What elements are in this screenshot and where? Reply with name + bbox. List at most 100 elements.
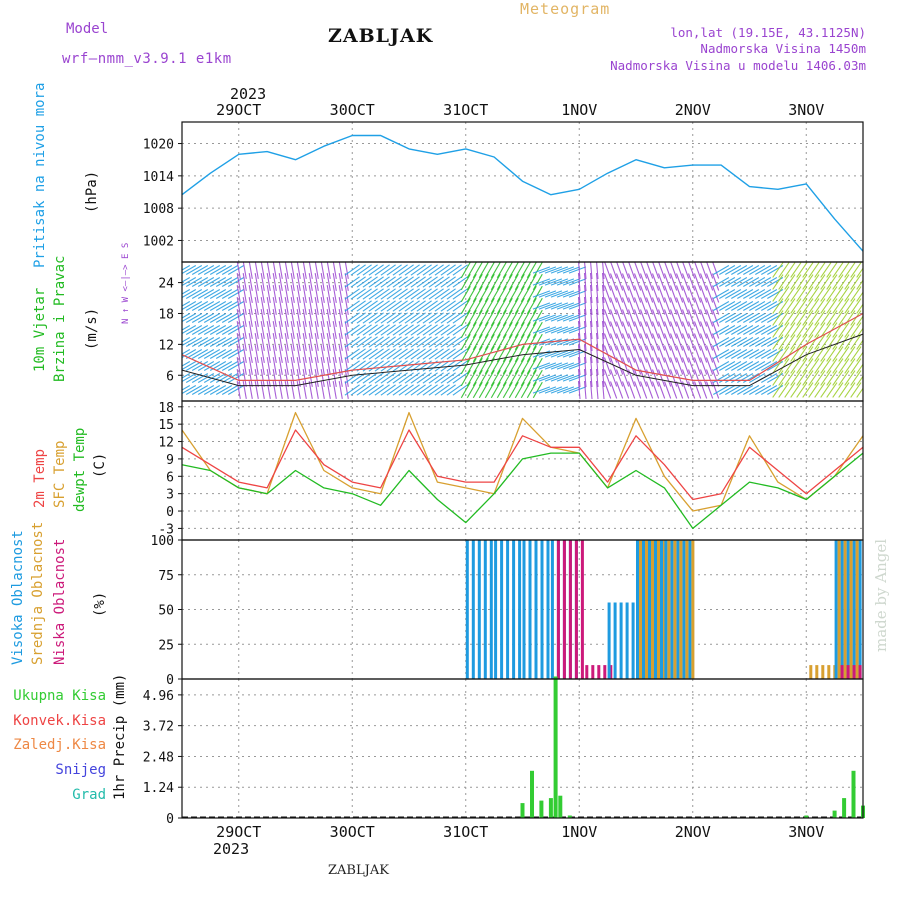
wind-barb-6 xyxy=(705,309,714,327)
wind-barb-7 xyxy=(737,337,754,347)
cloud-bar-1-10 xyxy=(855,540,859,679)
precip-unit: 1hr Precip (mm) xyxy=(112,674,128,800)
wind-barb-8 xyxy=(820,382,832,398)
wind-barb-2 xyxy=(398,348,414,360)
wind-barb-6 xyxy=(669,345,678,363)
wind-barb-4 xyxy=(544,350,563,358)
wind-barb-3 xyxy=(520,369,531,387)
wind-barb-8 xyxy=(814,346,826,362)
wind-barb-6 xyxy=(705,297,714,315)
wind-barb-2 xyxy=(428,288,444,300)
pressure-label: Pritisak na nivou mora xyxy=(32,83,48,268)
wind-barb-2 xyxy=(398,360,414,372)
wind-barb-5 xyxy=(589,308,593,328)
wind-barb-2 xyxy=(380,300,396,312)
wind-barb-0 xyxy=(227,265,245,275)
wind-barb-3 xyxy=(472,285,483,303)
wind-barb-3 xyxy=(484,345,495,363)
wind-barb-2 xyxy=(380,288,396,300)
wind-barb-2 xyxy=(416,336,432,348)
xtick-bottom-1: 30OCT xyxy=(330,823,375,841)
wind-barb-8 xyxy=(814,322,826,338)
wind-barb-6 xyxy=(651,309,660,327)
wind-barb-3 xyxy=(514,381,525,399)
wind-barb-4 xyxy=(568,266,587,274)
wind-barb-6 xyxy=(693,357,702,375)
wind-barb-5 xyxy=(595,368,599,388)
wind-barb-3 xyxy=(532,345,543,363)
wind-barb-2 xyxy=(404,372,420,384)
wind-barb-0 xyxy=(203,361,221,371)
wind-barb-6 xyxy=(711,369,720,387)
wind-barb-6 xyxy=(658,262,666,279)
wind-barb-7 xyxy=(719,361,736,371)
wind-barb-2 xyxy=(350,384,366,396)
wind-barb-6 xyxy=(633,285,642,303)
wind-barb-8 xyxy=(856,327,863,338)
wind-barb-6 xyxy=(627,309,636,327)
wind-barb-8 xyxy=(790,310,802,326)
wind-barb-8 xyxy=(802,358,814,374)
wind-barb-1 xyxy=(248,345,253,363)
wind-barb-8 xyxy=(844,262,856,278)
wind-barb-3 xyxy=(508,321,519,339)
wind-barb-2 xyxy=(386,336,402,348)
wind-barb-6 xyxy=(627,381,636,399)
wind-barb-6 xyxy=(639,285,648,303)
wind-barb-8 xyxy=(844,334,856,350)
wind-barb-6 xyxy=(663,297,672,315)
wind-barb-3 xyxy=(502,369,513,387)
wind-barb-2 xyxy=(452,312,468,324)
wind-unit: (m/s) xyxy=(84,308,100,350)
wind-barb-1 xyxy=(308,285,313,303)
wind-barb-6 xyxy=(616,262,624,279)
wind-barb-3 xyxy=(502,262,513,279)
wind-barb-1 xyxy=(314,333,319,351)
wind-barb-0 xyxy=(227,349,245,359)
wind-barb-6 xyxy=(633,273,642,291)
wind-barb-8 xyxy=(838,334,850,350)
cloud-bar-0-6 xyxy=(660,540,663,679)
wind-barb-0 xyxy=(227,325,245,335)
cloud-bar-0-1 xyxy=(512,540,516,679)
wind-barb-3 xyxy=(502,309,513,327)
wind-barb-8 xyxy=(832,262,844,278)
wind-barb-8 xyxy=(856,303,863,314)
wind-barb-6 xyxy=(687,333,696,351)
wind-barb-1 xyxy=(284,262,289,279)
wind-barb-6 xyxy=(681,285,690,303)
wind-barb-2 xyxy=(386,300,402,312)
wind-barb-3 xyxy=(526,297,537,315)
wind-barb-0 xyxy=(185,325,203,335)
wind-barb-2 xyxy=(362,372,378,384)
wind-barb-6 xyxy=(663,321,672,339)
wind-barb-6 xyxy=(669,321,678,339)
wind-barb-1 xyxy=(278,357,283,375)
wind-barb-2 xyxy=(404,324,420,336)
wind-barb-7 xyxy=(719,313,736,323)
wind-barb-6 xyxy=(634,262,642,279)
wind-barb-0 xyxy=(215,313,233,323)
wind-barb-6 xyxy=(615,309,624,327)
wind-barb-2 xyxy=(398,300,414,312)
wind-barb-4 xyxy=(532,326,551,334)
wind-barb-1 xyxy=(326,369,331,387)
wind-barb-1 xyxy=(344,273,349,291)
wind-barb-1 xyxy=(266,345,271,363)
cloud-bar-1-10 xyxy=(849,540,853,679)
wind-barb-6 xyxy=(669,381,678,399)
xtick-bottom-4: 2NOV xyxy=(675,823,711,841)
wind-barb-1 xyxy=(332,273,337,291)
cloud-bar-2-4 xyxy=(591,665,595,679)
wind-barb-2 xyxy=(440,288,456,300)
wind-barb-2 xyxy=(434,384,450,396)
wind-barb-6 xyxy=(610,262,618,279)
wind-barb-1 xyxy=(338,273,343,291)
wind-barb-6 xyxy=(699,273,708,291)
wind-barb-3 xyxy=(502,357,513,375)
xtick-bottom-2: 31OCT xyxy=(443,823,488,841)
wind-barb-1 xyxy=(236,297,241,315)
wind-barb-2 xyxy=(380,312,396,324)
ytick-label-wind-0: 24 xyxy=(158,277,174,292)
wind-barb-0 xyxy=(197,265,215,275)
